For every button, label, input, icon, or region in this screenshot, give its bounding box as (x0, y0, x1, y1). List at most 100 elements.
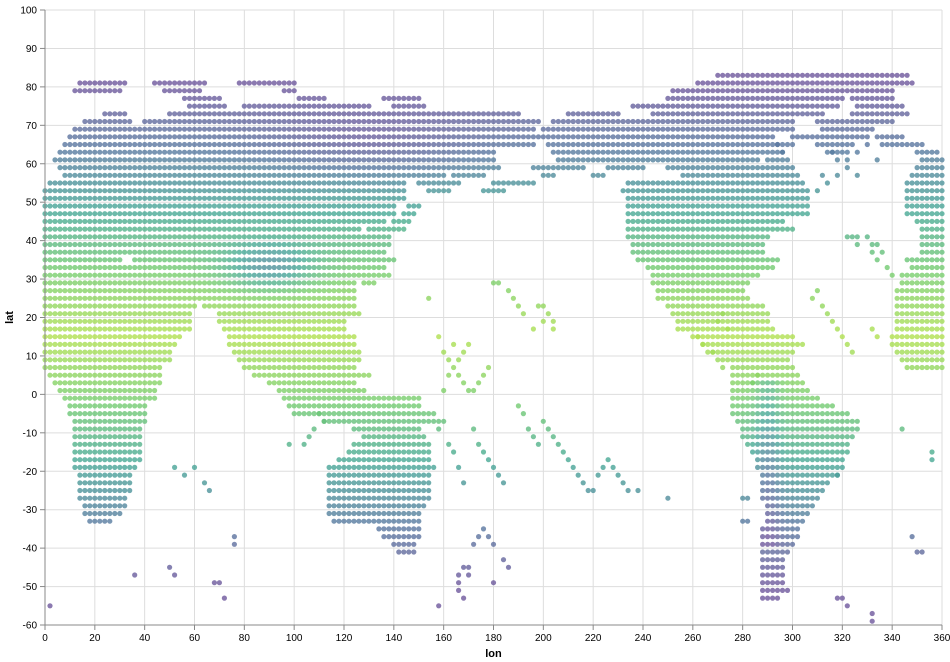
data-point (152, 211, 158, 217)
data-point (755, 364, 761, 371)
data-point (710, 188, 716, 194)
data-point (605, 126, 611, 132)
data-point (924, 288, 930, 294)
data-point (401, 395, 407, 401)
data-point (760, 426, 766, 432)
data-point (904, 295, 910, 301)
data-point (266, 257, 272, 263)
data-point (600, 118, 606, 125)
data-point (142, 387, 148, 394)
data-point (77, 157, 83, 163)
data-point (675, 203, 681, 209)
data-point (381, 464, 387, 470)
data-point (381, 211, 387, 217)
data-point (919, 303, 925, 309)
data-point (301, 357, 307, 363)
data-point (794, 88, 801, 94)
data-point (809, 464, 816, 470)
data-point (181, 188, 188, 194)
data-point (112, 172, 118, 178)
data-point (510, 118, 516, 125)
data-point (361, 264, 367, 271)
data-point (839, 72, 845, 78)
data-point (321, 141, 327, 148)
data-point (72, 395, 78, 401)
data-point (650, 134, 656, 140)
data-point (655, 103, 661, 109)
data-point (72, 195, 78, 201)
data-point (346, 311, 352, 317)
data-point (102, 249, 108, 255)
data-point (740, 372, 746, 378)
data-point (406, 95, 412, 101)
data-point (650, 264, 656, 271)
data-point (735, 226, 741, 232)
data-point (196, 234, 203, 240)
data-point (346, 257, 352, 263)
data-point (87, 80, 93, 86)
data-point (127, 303, 133, 309)
data-point (281, 380, 287, 386)
data-point (271, 134, 277, 140)
data-point (480, 188, 487, 194)
data-point (316, 211, 322, 217)
data-point (326, 226, 332, 232)
data-point (276, 157, 282, 163)
data-point (201, 126, 208, 132)
data-point (216, 95, 222, 101)
data-point (251, 118, 257, 125)
data-point (774, 457, 781, 463)
data-point (929, 272, 935, 278)
data-point (914, 180, 920, 186)
data-point (271, 141, 277, 148)
data-point (550, 149, 556, 155)
data-point (107, 411, 113, 417)
data-point (690, 188, 696, 194)
data-point (321, 134, 327, 140)
data-point (789, 226, 796, 232)
data-point (695, 241, 701, 248)
data-point (261, 303, 267, 309)
data-point (406, 403, 412, 409)
data-point (685, 172, 691, 178)
data-point (361, 472, 367, 478)
data-point (341, 457, 347, 463)
data-point (72, 280, 78, 286)
data-point (236, 157, 242, 163)
data-point (236, 80, 242, 86)
data-point (326, 403, 332, 409)
data-point (760, 364, 766, 371)
data-point (67, 311, 73, 317)
data-point (804, 449, 811, 455)
data-point (685, 188, 691, 194)
data-point (92, 241, 98, 248)
data-point (87, 464, 93, 470)
data-point (774, 72, 781, 78)
data-point (685, 211, 691, 217)
data-point (710, 334, 716, 340)
data-point (176, 180, 183, 186)
data-point (386, 172, 392, 178)
data-point (341, 334, 347, 340)
data-point (909, 280, 915, 286)
data-point (824, 134, 831, 140)
data-point (196, 157, 203, 163)
data-point (142, 180, 148, 186)
data-point (376, 149, 382, 155)
data-point (351, 195, 357, 201)
data-point (241, 195, 247, 201)
data-point (266, 218, 272, 224)
data-point (351, 103, 357, 109)
data-point (745, 141, 751, 148)
data-point (705, 80, 711, 86)
data-point (715, 80, 721, 86)
data-point (196, 111, 203, 117)
data-point (675, 180, 681, 186)
data-point (306, 111, 312, 117)
data-point (490, 126, 497, 132)
data-point (221, 280, 227, 286)
data-point (765, 457, 771, 463)
data-point (246, 364, 252, 371)
data-point (341, 480, 347, 486)
data-point (760, 172, 766, 178)
